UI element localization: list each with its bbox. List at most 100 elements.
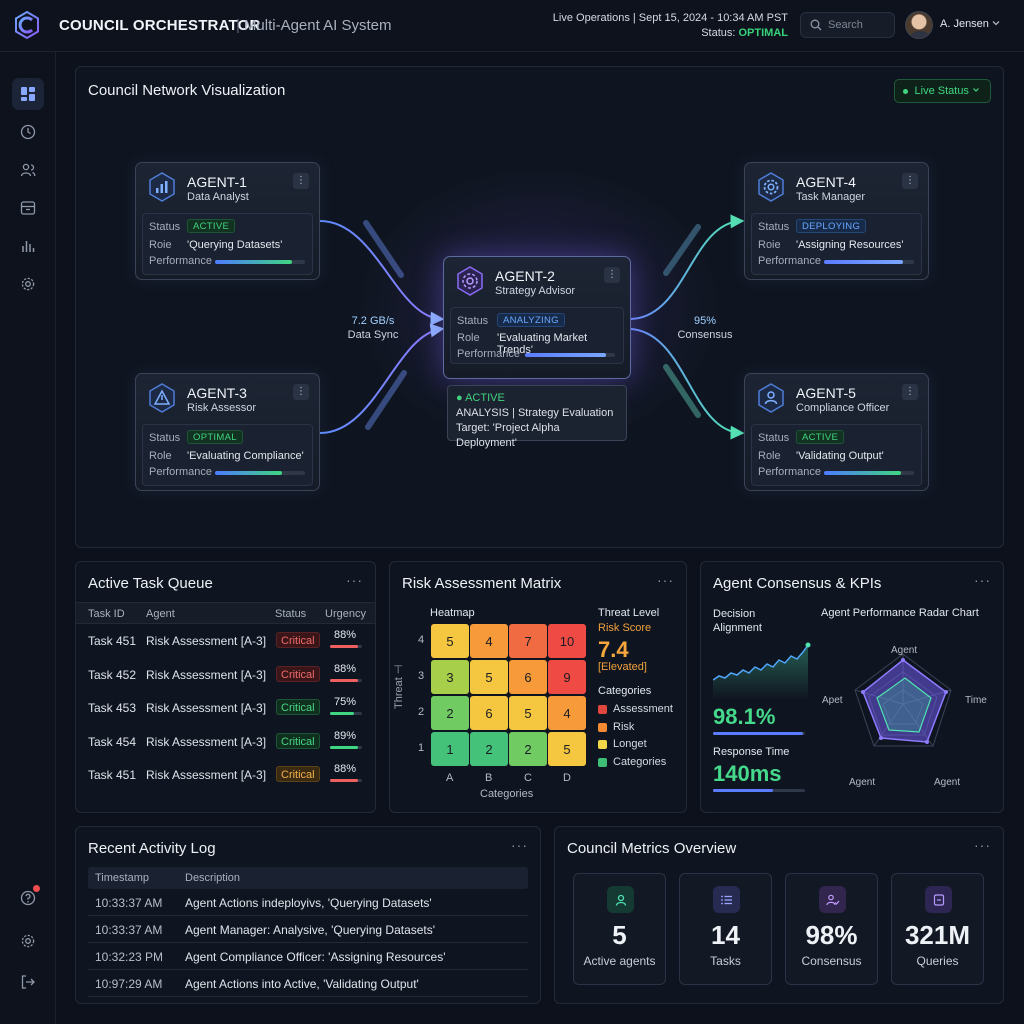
log-row[interactable]: 10:33:37 AM Agent Actions indeployivs, 'Q…	[88, 889, 528, 916]
log-row[interactable]: 10:97:29 AM Agent Actions into Active, 'V…	[88, 970, 528, 997]
heatmap-cell[interactable]: 3	[431, 660, 469, 694]
heatmap-cell[interactable]: 5	[509, 696, 547, 730]
heatmap-cell[interactable]: 7	[509, 624, 547, 658]
agent-details: Status ACTIVE Roie 'Querying Datasets' P…	[142, 213, 313, 275]
sidebar-item-logout[interactable]	[12, 966, 44, 998]
table-row[interactable]: Task 453 Risk Assessment [A-3] Critical 75%	[76, 691, 375, 724]
chevron-down-icon[interactable]	[991, 18, 1001, 28]
user-avatar[interactable]	[905, 11, 933, 39]
agent-menu-button[interactable]: ⋮	[604, 267, 620, 283]
heatmap-cell[interactable]: 4	[470, 624, 508, 658]
heatmap-cell[interactable]: 5	[548, 732, 586, 766]
sidebar-item-settings[interactable]	[12, 268, 44, 300]
table-row[interactable]: Task 451 Risk Assessment [A-3] Critical 88%	[76, 624, 375, 657]
heatmap-cell[interactable]: 10	[548, 624, 586, 658]
heatmap-cell[interactable]: 5	[470, 660, 508, 694]
metric-value: 98%	[805, 920, 858, 950]
panel-menu-button[interactable]: ···	[346, 572, 363, 588]
performance-fill	[824, 260, 904, 264]
heatmap-cell[interactable]: 9	[548, 660, 586, 694]
metric-card-active-agents[interactable]: 5 Active agents	[573, 873, 666, 985]
urgency-value: 89%	[333, 729, 357, 742]
legend-label: Risk	[613, 720, 635, 733]
metric-card-consensus[interactable]: 98% Consensus	[785, 873, 878, 985]
panel-menu-button[interactable]: ···	[974, 837, 991, 853]
log-row[interactable]: 10:32:23 PM Agent Compliance Officer: 'As…	[88, 943, 528, 970]
connection-agent3-agent2	[319, 323, 445, 434]
sidebar-item-archive[interactable]	[12, 192, 44, 224]
status-badge: Critical	[276, 632, 320, 648]
warning-icon	[149, 383, 175, 413]
agent-title: Task Manager	[796, 191, 866, 203]
heatmap-cell[interactable]: 6	[509, 660, 547, 694]
radar-axis-label: Apet	[822, 695, 843, 706]
table-row[interactable]: Task 452 Risk Assessment [A-3] Critical 88%	[76, 658, 375, 691]
y-tick-label: 2	[418, 706, 425, 718]
performance-label: Performance	[758, 466, 821, 478]
risk-level: [Elevated]	[598, 661, 647, 673]
urgency-value: 88%	[333, 662, 357, 675]
heatmap-cell[interactable]: 1	[431, 732, 469, 766]
agent-title: Compliance Officer	[796, 402, 890, 414]
urgency-bar	[330, 678, 362, 682]
user-name[interactable]: A. Jensen	[940, 18, 989, 30]
council-metrics-panel: Council Metrics Overview ··· 5 Active ag…	[554, 826, 1004, 1004]
log-timestamp: 10:33:37 AM	[95, 923, 163, 937]
metric-card-queries[interactable]: 321M Queries	[891, 873, 984, 985]
sidebar-item-preferences[interactable]	[12, 925, 44, 957]
status-label: Status	[149, 221, 181, 233]
panel-menu-button[interactable]: ···	[657, 572, 674, 588]
live-status-label: Live Status	[914, 85, 969, 97]
alignment-bar	[713, 732, 805, 735]
sidebar-item-dashboard[interactable]	[12, 78, 44, 110]
agent-menu-button[interactable]: ⋮	[293, 384, 309, 400]
metric-card-tasks[interactable]: 14 Tasks	[679, 873, 772, 985]
heatmap-cell[interactable]: 2	[431, 696, 469, 730]
alignment-fill	[713, 732, 804, 735]
status-badge: ACTIVE	[796, 430, 845, 444]
active-task-queue-panel: Active Task Queue ··· Task ID Agent Stat…	[75, 561, 376, 813]
heatmap-cell[interactable]: 5	[431, 624, 469, 658]
table-row[interactable]: Task 454 Risk Assessment [A-3] Critical 89%	[76, 725, 375, 758]
alignment-sparkline	[713, 642, 811, 700]
log-row[interactable]: 10:33:37 AM Agent Manager: Analysive, 'Qu…	[88, 916, 528, 943]
agent-menu-button[interactable]: ⋮	[293, 173, 309, 189]
status-badge: ACTIVE	[187, 219, 236, 233]
table-row[interactable]: Task 451 Risk Assessment [A-3] Critical 88%	[76, 758, 375, 791]
logout-icon	[21, 975, 35, 989]
role-label: Role	[149, 450, 172, 462]
sidebar-item-analytics[interactable]	[12, 230, 44, 262]
panel-menu-button[interactable]: ···	[974, 572, 991, 588]
response-time-fill	[713, 789, 773, 792]
panel-menu-button[interactable]: ···	[511, 837, 528, 853]
settings-icon	[21, 934, 35, 948]
list-icon	[713, 886, 740, 913]
column-header: Task ID	[88, 608, 125, 620]
log-description: Agent Actions indeployivs, 'Querying Dat…	[185, 896, 432, 910]
heatmap-cell[interactable]: 6	[470, 696, 508, 730]
heatmap-cell[interactable]: 2	[470, 732, 508, 766]
heatmap-cell[interactable]: 2	[509, 732, 547, 766]
live-status-dropdown[interactable]: Live Status	[893, 79, 991, 103]
tooltip-line-2: Target: 'Project Alpha Deployment'	[456, 422, 560, 449]
agent-card-4[interactable]: AGENT-4 Task Manager ⋮ Status DEPLOYING …	[744, 162, 929, 280]
metric-label: Active agents	[583, 954, 656, 968]
agent-card-2[interactable]: AGENT-2 Strategy Advisor ⋮ Status ANALYZ…	[443, 256, 631, 379]
council-logo-icon	[15, 10, 39, 40]
role-value: 'Assigning Resources'	[796, 239, 904, 251]
agent-card-5[interactable]: AGENT-5 Compliance Officer ⋮ Status ACTI…	[744, 373, 929, 491]
agent-card-3[interactable]: AGENT-3 Risk Assessor ⋮ Status OPTIMAL R…	[135, 373, 320, 491]
sidebar-item-help[interactable]	[12, 882, 44, 914]
sidebar-item-agents[interactable]	[12, 154, 44, 186]
search-icon	[810, 19, 822, 31]
task-table-header: Task ID Agent Status Urgency	[76, 602, 375, 624]
agent-card-1[interactable]: AGENT-1 Data Analyst ⋮ Status ACTIVE Roi…	[135, 162, 320, 280]
search-input[interactable]: Search	[800, 12, 895, 38]
agent-menu-button[interactable]: ⋮	[902, 384, 918, 400]
agent-menu-button[interactable]: ⋮	[902, 173, 918, 189]
task-id: Task 451	[88, 634, 137, 648]
sidebar-item-history[interactable]	[12, 116, 44, 148]
heatmap-cell[interactable]: 4	[548, 696, 586, 730]
radar-axis-label: Agent	[849, 777, 876, 788]
log-timestamp: 10:33:37 AM	[95, 896, 163, 910]
